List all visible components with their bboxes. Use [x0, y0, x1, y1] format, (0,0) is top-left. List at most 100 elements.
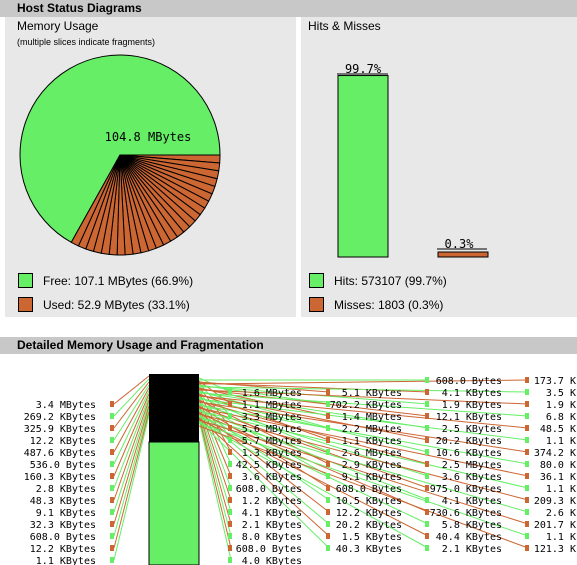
fragment-label-col2: 1.6 MBytes	[242, 388, 302, 399]
legend-free: Free: 107.1 MBytes (66.9%)	[18, 273, 193, 288]
fragment-label-col5: 1.1 K	[546, 532, 576, 543]
fragment-connector	[198, 421, 429, 549]
legend-free-label: Free: 107.1 MBytes (66.9%)	[43, 273, 194, 288]
hits-bar-label: 99.7%	[345, 62, 382, 76]
fragment-label-col3: 40.3 KBytes	[336, 544, 402, 555]
fragment-marker-col3	[326, 545, 330, 551]
fragment-marker-col4	[425, 521, 429, 527]
fragment-marker-col1	[110, 509, 114, 515]
fragment-marker-col5	[525, 497, 529, 503]
fragment-label-col2: 5.6 MBytes	[242, 424, 302, 435]
fragment-label-col1: 9.1 KBytes	[36, 508, 96, 519]
fragment-marker-col1	[110, 473, 114, 479]
memory-usage-title: Memory Usage	[17, 19, 99, 33]
fragment-marker-col2	[228, 461, 232, 467]
fragment-label-col5: 374.2 K	[534, 448, 576, 459]
fragment-label-col5: 1.1 K	[546, 436, 576, 447]
detailed-memory-header: Detailed Memory Usage and Fragmentation	[0, 337, 577, 354]
fragment-marker-col3	[326, 497, 330, 503]
fragment-marker-col5	[525, 461, 529, 467]
fragment-marker-col1	[110, 413, 114, 419]
fragment-connector	[198, 388, 429, 417]
fragment-connector	[198, 410, 529, 489]
fragment-connector	[198, 415, 429, 525]
fragment-marker-col3	[326, 401, 330, 407]
fragment-connector	[113, 387, 150, 453]
fragment-connector	[198, 401, 529, 453]
legend-used: Used: 52.9 MBytes (33.1%)	[18, 297, 190, 312]
fragment-label-col5: 80.0 K	[540, 460, 576, 471]
fragment-marker-col2	[228, 413, 232, 419]
fragment-label-col2: 608.0 Bytes	[236, 544, 302, 555]
fragment-marker-col4	[425, 401, 429, 407]
fragment-marker-col4	[425, 533, 429, 539]
fragment-connector	[198, 395, 232, 465]
memory-pie-chart: 104.8 MBytes	[19, 54, 221, 256]
fragment-connector	[198, 408, 330, 501]
fragment-marker-col1	[110, 461, 114, 467]
fragment-label-col5: 2.6 K	[546, 508, 576, 519]
fragment-marker-col4	[425, 461, 429, 467]
fragment-label-col3: 608.0 Bytes	[336, 484, 402, 495]
fragment-label-col5: 173.7 K	[534, 376, 576, 387]
pie-slice-used-fragment	[70, 154, 121, 247]
fragment-connector	[113, 390, 150, 465]
fragment-connector	[198, 419, 232, 561]
fragment-label-col5: 201.7 K	[534, 520, 576, 531]
fragment-connector	[113, 378, 150, 417]
fragment-marker-col3	[326, 425, 330, 431]
memory-usage-subtitle: (multiple slices indicate fragments)	[17, 37, 156, 47]
fragment-connector	[113, 396, 150, 489]
fragment-marker-col5	[525, 485, 529, 491]
fragment-marker-col5	[525, 473, 529, 479]
fragment-connector	[198, 392, 529, 417]
fragment-marker-col2	[228, 545, 232, 551]
fragment-marker-col1	[110, 401, 114, 407]
fragment-marker-col1	[110, 449, 114, 455]
fragment-label-col1: 160.3 KBytes	[24, 472, 96, 483]
fragment-marker-col4	[425, 545, 429, 551]
fragment-connector	[113, 384, 150, 441]
fragment-connector	[198, 389, 529, 405]
fragment-label-col2: 8.0 KBytes	[242, 532, 302, 543]
fragment-marker-col2	[228, 521, 232, 527]
fragment-connector	[198, 390, 330, 429]
fragment-marker-col4	[425, 425, 429, 431]
fragment-connector	[198, 419, 529, 525]
misses-swatch	[309, 297, 324, 312]
legend-hits-label: Hits: 573107 (99.7%)	[334, 273, 447, 288]
fragment-label-col2: 1.1 MBytes	[242, 400, 302, 411]
fragment-marker-col1	[110, 437, 114, 443]
fragment-connector	[198, 382, 429, 393]
fragment-marker-col2	[228, 497, 232, 503]
fragment-marker-col4	[425, 377, 429, 383]
fragment-label-col3: 702.2 KBytes	[330, 400, 402, 411]
hits-misses-bar-chart: 99.7% 0.3%	[337, 62, 489, 258]
fragment-label-col5: 1.9 K	[546, 400, 576, 411]
fragment-marker-col3	[326, 389, 330, 395]
fragment-label-col1: 269.2 KBytes	[24, 412, 96, 423]
fragment-label-col5: 3.5 K	[546, 388, 576, 399]
fragment-label-col5: 6.8 K	[546, 412, 576, 423]
fragment-label-col1: 12.2 KBytes	[30, 436, 96, 447]
fragment-marker-col3	[326, 521, 330, 527]
fragment-marker-col3	[326, 509, 330, 515]
fragment-label-col3: 1.4 MBytes	[342, 412, 402, 423]
fragment-label-col4: 2.5 MBytes	[442, 460, 502, 471]
fragment-marker-col2	[228, 557, 232, 563]
fragment-connector	[113, 408, 150, 537]
fragment-connector	[198, 411, 330, 513]
fragment-label-col3: 1.5 KBytes	[342, 532, 402, 543]
fragment-marker-col5	[525, 377, 529, 383]
fragment-connector	[198, 418, 429, 537]
memory-block-used	[149, 374, 199, 442]
fragment-label-col5: 36.1 K	[540, 472, 576, 483]
fragment-label-col1: 1.1 KBytes	[36, 556, 96, 565]
fragment-label-col3: 20.2 KBytes	[336, 520, 402, 531]
fragment-marker-col4	[425, 497, 429, 503]
fragment-label-col2: 4.1 KBytes	[242, 508, 302, 519]
fragment-connector	[198, 414, 330, 525]
fragment-label-col3: 10.5 KBytes	[336, 496, 402, 507]
fragment-marker-col4	[425, 509, 429, 515]
fragment-marker-col3	[326, 449, 330, 455]
